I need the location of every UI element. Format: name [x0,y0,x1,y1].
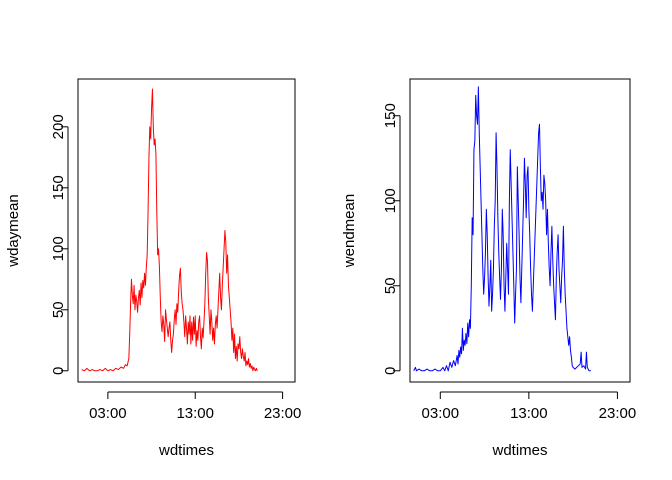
x-tick-label: 13:00 [510,405,548,422]
y-axis-title: wdaymean [5,194,22,268]
right-panel: 03:00 13:00 23:00 0 50 100 150 wdtimes wendmean [341,78,637,459]
y-tick-label: 100 [382,188,399,213]
x-tick-label: 13:00 [176,405,214,422]
y-tick-label: 50 [382,277,399,294]
x-tick-label: 23:00 [599,405,637,422]
x-axis-title: wdtimes [491,442,547,459]
x-axis-title: wdtimes [158,442,214,459]
x-tick-label: 03:00 [89,405,127,422]
left-panel: 03:00 13:00 23:00 0 50 100 150 200 wdtimes wdayme… [5,78,302,459]
x-tick-label: 03:00 [422,405,460,422]
y-tick-label: 0 [50,367,67,375]
plot-frame [409,78,631,383]
x-tick-label: 23:00 [264,405,302,422]
series-line [81,88,258,372]
y-tick-label: 50 [50,301,67,318]
y-tick-label: 200 [50,114,67,139]
y-tick-label: 0 [382,367,399,375]
series-line [413,86,591,372]
y-tick-label: 100 [50,236,67,261]
plot-frame [77,78,296,383]
y-axis-title: wendmean [341,194,358,268]
y-tick-label: 150 [382,103,399,128]
y-tick-label: 150 [50,175,67,200]
